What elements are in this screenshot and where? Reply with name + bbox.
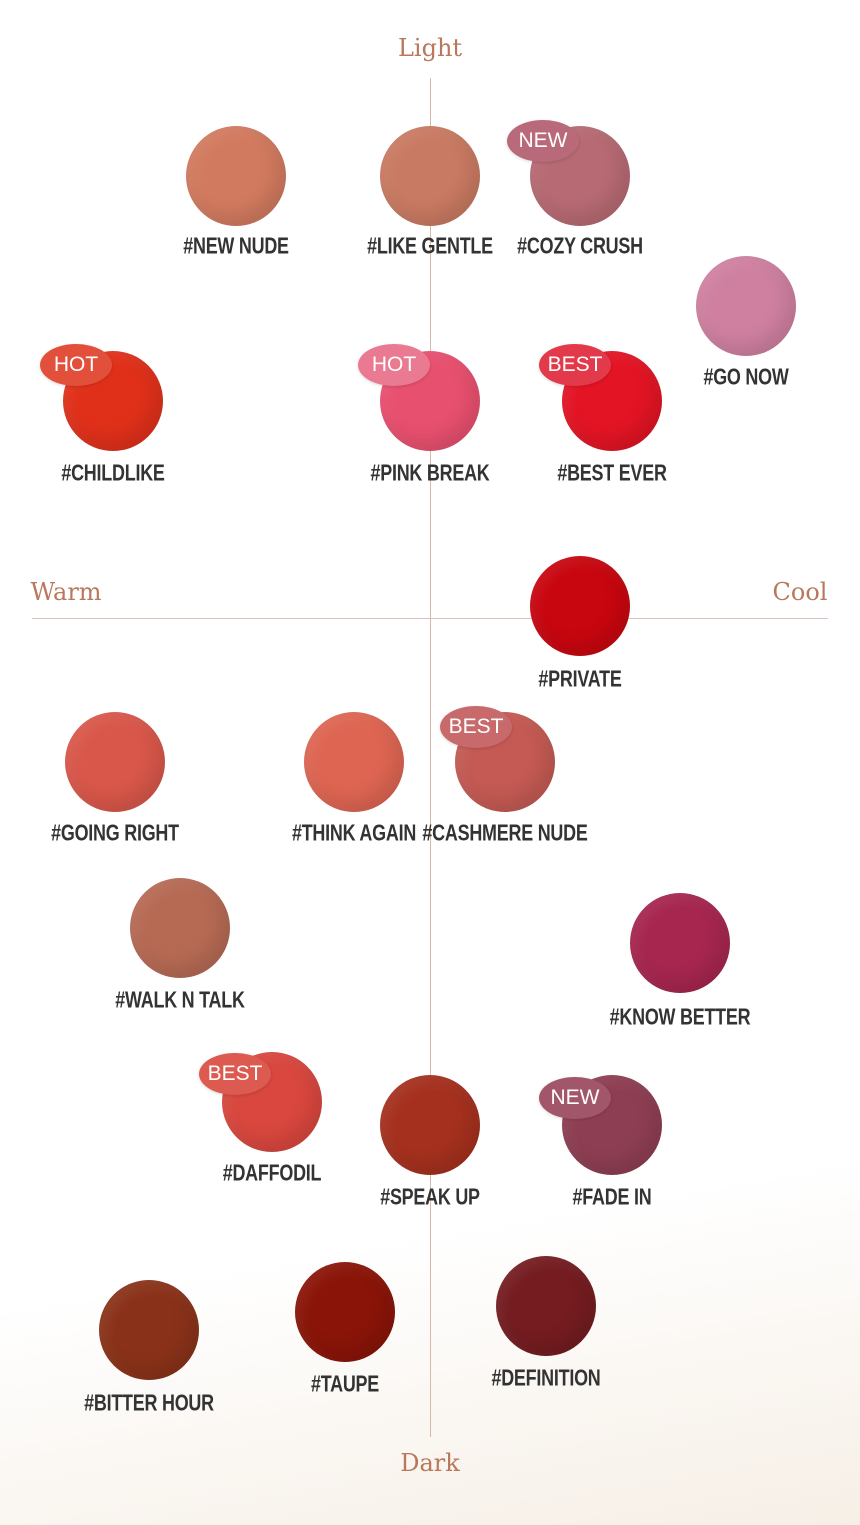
shade-badge: BEST xyxy=(440,706,512,748)
shade-label: #LIKE GENTLE xyxy=(367,232,493,259)
shade-label: #COZY CRUSH xyxy=(517,232,643,259)
shade-label: #SPEAK UP xyxy=(380,1183,480,1210)
axis-label-dark: Dark xyxy=(400,1449,460,1477)
shade-label: #GOING RIGHT xyxy=(51,819,179,846)
shade-swatch xyxy=(696,256,796,356)
shade-badge: HOT xyxy=(358,344,430,386)
axis-label-light: Light xyxy=(397,34,463,62)
light-dark-axis xyxy=(430,78,431,1437)
shade-swatch xyxy=(304,712,404,812)
shade-label: #TAUPE xyxy=(310,1370,380,1397)
shade-swatch xyxy=(380,1075,480,1175)
shade-swatch xyxy=(380,126,480,226)
shade-label: #WALK N TALK xyxy=(115,986,245,1013)
shade-label: #PINK BREAK xyxy=(370,459,490,486)
shade-swatch xyxy=(65,712,165,812)
warm-cool-axis xyxy=(32,618,828,619)
shade-label: #BITTER HOUR xyxy=(84,1389,214,1416)
shade-badge: BEST xyxy=(199,1053,271,1095)
shade-label: #CASHMERE NUDE xyxy=(422,819,588,846)
shade-label: #BEST EVER xyxy=(557,459,667,486)
shade-badge: NEW xyxy=(507,120,579,162)
shade-badge: NEW xyxy=(539,1077,611,1119)
shade-label: #NEW NUDE xyxy=(183,232,289,259)
shade-swatch xyxy=(186,126,286,226)
shade-swatch xyxy=(99,1280,199,1380)
shade-badge: BEST xyxy=(539,344,611,386)
shade-label: #DEFINITION xyxy=(491,1364,601,1391)
axis-label-cool: Cool xyxy=(772,578,828,606)
shade-swatch xyxy=(630,893,730,993)
shade-label: #THINK AGAIN xyxy=(291,819,417,846)
shade-label: #KNOW BETTER xyxy=(609,1003,751,1030)
shade-label: #PRIVATE xyxy=(538,665,622,692)
shade-label: #FADE IN xyxy=(572,1183,652,1210)
shade-badge: HOT xyxy=(40,344,112,386)
axis-label-warm: Warm xyxy=(30,578,102,606)
shade-swatch xyxy=(130,878,230,978)
shade-label: #CHILDLIKE xyxy=(61,459,165,486)
shade-swatch xyxy=(496,1256,596,1356)
shade-swatch xyxy=(295,1262,395,1362)
shade-label: #DAFFODIL xyxy=(222,1159,322,1186)
shade-swatch xyxy=(530,556,630,656)
shade-label: #GO NOW xyxy=(703,363,789,390)
